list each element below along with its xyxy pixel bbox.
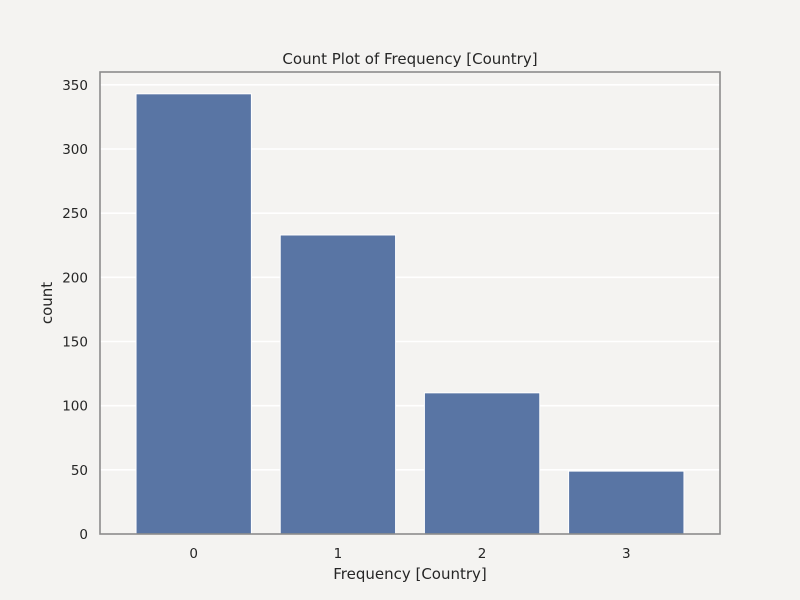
bar-0 [135, 93, 252, 535]
y-tick-label: 300 [62, 142, 88, 158]
bar-1 [279, 234, 397, 535]
y-axis-label: count [38, 282, 56, 324]
y-tick-label: 250 [62, 206, 88, 222]
y-tick-label: 50 [71, 463, 88, 479]
chart-title: Count Plot of Frequency [Country] [282, 50, 537, 68]
y-tick-label: 200 [62, 270, 88, 286]
x-axis-label: Frequency [Country] [333, 565, 487, 583]
x-tick-label: 1 [334, 546, 343, 562]
x-tick-label: 0 [189, 546, 198, 562]
bar-2 [423, 392, 541, 535]
y-tick-label: 0 [79, 527, 88, 543]
bar-3 [568, 470, 685, 535]
y-tick-label: 150 [62, 335, 88, 351]
x-axis-ticks: 0 1 2 3 [189, 546, 630, 562]
plot-frame [99, 71, 721, 535]
bars [135, 93, 685, 535]
y-tick-label: 350 [62, 78, 88, 94]
x-tick-label: 2 [478, 546, 487, 562]
y-tick-label: 100 [62, 399, 88, 415]
y-axis-ticks: 0 50 100 150 200 250 300 350 [62, 78, 88, 543]
x-tick-label: 3 [622, 546, 631, 562]
